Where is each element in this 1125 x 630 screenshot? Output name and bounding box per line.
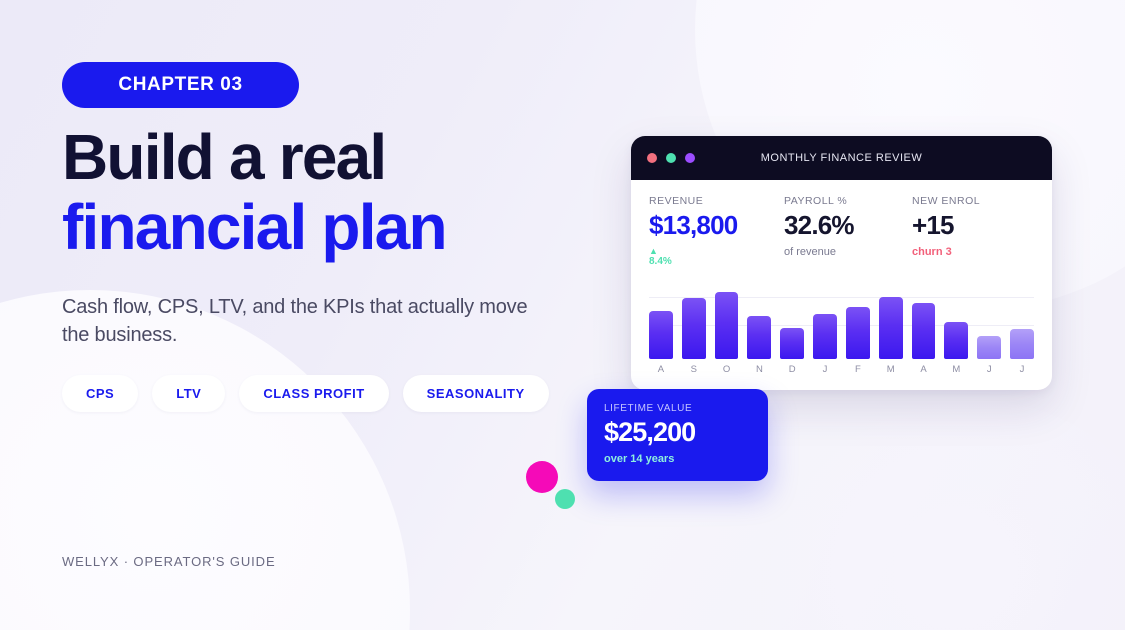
chart-bar xyxy=(977,335,1002,359)
kpi-new-enrol: NEW ENROL +15 churn 3 xyxy=(912,195,1032,267)
trend-up-icon: ▲ xyxy=(649,246,658,256)
kpi-row: REVENUE $13,800 ▲ 8.4% PAYROLL % 32.6% o… xyxy=(631,180,1052,267)
tag-seasonality[interactable]: SEASONALITY xyxy=(402,375,549,412)
chart-bar xyxy=(780,327,805,359)
kpi-label: PAYROLL % xyxy=(784,195,848,207)
window-title: MONTHLY FINANCE REVIEW xyxy=(760,151,923,164)
hero-text-column: CHAPTER 03 Build a real financial plan C… xyxy=(62,0,602,630)
chart-x-label: A xyxy=(920,364,927,375)
subheadline: Cash flow, CPS, LTV, and the KPIs that a… xyxy=(62,296,528,346)
blob-bottom-right xyxy=(765,400,1125,630)
kpi-value: +15 xyxy=(912,210,955,240)
kpi-label: REVENUE xyxy=(649,195,704,207)
chart-bar xyxy=(944,321,969,359)
tag-ltv[interactable]: LTV xyxy=(152,375,226,412)
chart-bar-slot xyxy=(878,281,903,359)
chart-bar xyxy=(747,316,772,359)
chart-bar-slot xyxy=(1010,281,1034,359)
chart-bar xyxy=(813,313,837,359)
tag-class-profit[interactable]: CLASS PROFIT xyxy=(239,375,389,412)
kpi-revenue: REVENUE $13,800 ▲ 8.4% xyxy=(649,195,784,267)
chart-x-label: M xyxy=(886,364,895,375)
ltv-value: $25,200 xyxy=(604,417,696,447)
chart-bars xyxy=(649,281,1034,359)
minimize-dot-icon[interactable] xyxy=(666,153,676,163)
chart-bar-slot xyxy=(977,281,1002,359)
accent-circle-magenta xyxy=(526,461,558,493)
tag-label: SEASONALITY xyxy=(426,386,525,401)
chapter-badge: CHAPTER 03 xyxy=(62,62,299,108)
close-dot-icon[interactable] xyxy=(647,153,657,163)
headline-line-2: financial plan xyxy=(62,191,448,263)
chart-x-label: A xyxy=(657,364,665,375)
kpi-value: $13,800 xyxy=(649,210,738,240)
page-title: Build a real financial plan xyxy=(62,122,602,262)
lifetime-value-card: LIFETIME VALUE $25,200 over 14 years xyxy=(587,389,768,481)
chart-bar-slot xyxy=(649,281,673,359)
chart-gridline xyxy=(649,297,1034,298)
chart-bar xyxy=(681,298,706,359)
tag-label: LTV xyxy=(176,386,202,401)
chart-bar xyxy=(911,302,936,359)
chart-bar-slot xyxy=(944,281,969,359)
chart-x-label: O xyxy=(722,364,731,375)
chart-bar xyxy=(845,306,870,359)
chart-bar xyxy=(878,296,903,359)
chart-x-label: F xyxy=(854,364,861,375)
chart-bar-slot xyxy=(747,281,772,359)
tag-label: CPS xyxy=(86,386,115,401)
kpi-delta-value: 8.4% xyxy=(649,256,672,267)
tag-label: CLASS PROFIT xyxy=(263,386,365,401)
ltv-label: LIFETIME VALUE xyxy=(604,403,693,414)
chart-x-label: D xyxy=(788,364,796,375)
kpi-value: 32.6% xyxy=(784,210,855,240)
topic-tag-list: CPS LTV CLASS PROFIT SEASONALITY xyxy=(62,375,549,412)
kpi-label: NEW ENROL xyxy=(912,195,981,207)
chart-x-label: J xyxy=(822,364,828,375)
maximize-dot-icon[interactable] xyxy=(685,153,695,163)
brand-footer: WELLYX · OPERATOR'S GUIDE xyxy=(62,554,276,569)
chart-bar-slot xyxy=(911,281,936,359)
chart-bar-slot xyxy=(813,281,837,359)
ltv-subtext: over 14 years xyxy=(604,453,675,465)
chart-bar-slot xyxy=(714,281,739,359)
chart-x-label: S xyxy=(690,364,697,375)
chart-bar xyxy=(714,291,739,359)
chart-bar xyxy=(1010,329,1034,359)
chart-gridline xyxy=(649,325,1034,326)
finance-dashboard-card: MONTHLY FINANCE REVIEW REVENUE $13,800 ▲… xyxy=(631,136,1052,390)
window-controls xyxy=(647,153,695,163)
kpi-delta: ▲ 8.4% xyxy=(649,246,784,267)
chart-x-label: M xyxy=(952,364,961,375)
chapter-badge-label: CHAPTER 03 xyxy=(118,74,243,95)
chart-bar-slot xyxy=(780,281,805,359)
chart-x-label: J xyxy=(1019,364,1025,375)
kpi-payroll: PAYROLL % 32.6% of revenue xyxy=(784,195,912,267)
accent-circle-mint xyxy=(555,489,575,509)
window-title-bar: MONTHLY FINANCE REVIEW xyxy=(631,136,1052,180)
tag-cps[interactable]: CPS xyxy=(62,375,139,412)
kpi-sub: churn 3 xyxy=(912,246,952,258)
chart-bar xyxy=(649,310,673,359)
kpi-sub: of revenue xyxy=(784,246,836,258)
chart-x-label: J xyxy=(986,364,992,375)
chart-x-label: N xyxy=(755,364,763,375)
chart-bar-slot xyxy=(681,281,706,359)
headline-line-1: Build a real xyxy=(62,121,387,193)
chart-bar-slot xyxy=(845,281,870,359)
revenue-bar-chart xyxy=(649,281,1034,359)
